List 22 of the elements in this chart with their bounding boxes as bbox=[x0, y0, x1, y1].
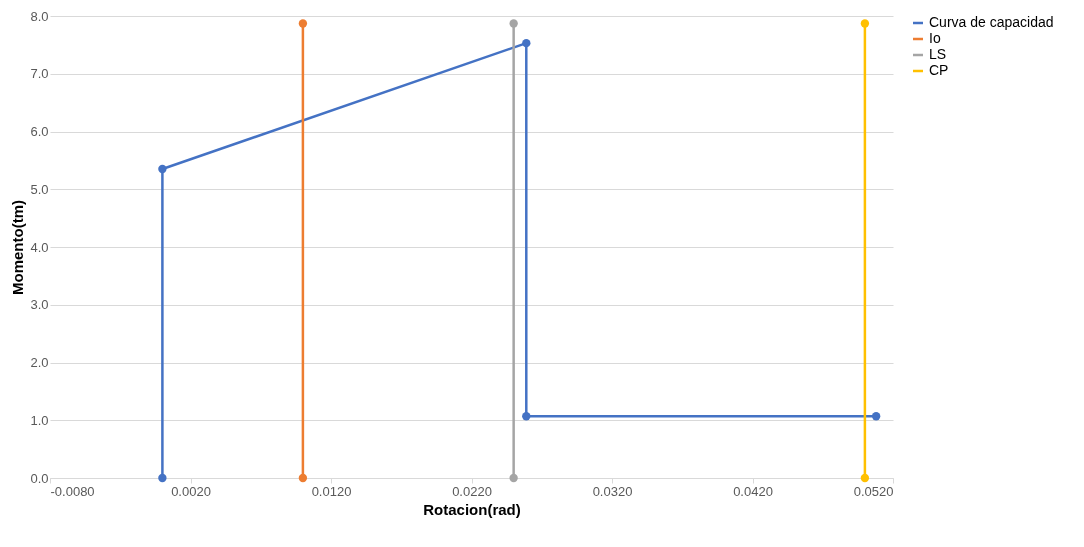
x-tick-label: 0.0520 bbox=[853, 483, 894, 499]
x-tick-label: 0.0220 bbox=[452, 483, 492, 499]
x-tick-label: 0.0320 bbox=[592, 483, 633, 499]
y-tick-label: 8.0 bbox=[30, 8, 49, 24]
y-tick-label: 7.0 bbox=[30, 66, 49, 82]
legend-label: LS bbox=[929, 46, 947, 62]
x-tick-label: 0.0420 bbox=[733, 483, 773, 499]
y-tick-label: 6.0 bbox=[30, 124, 49, 139]
legend-label: Curva de capacidad bbox=[929, 14, 1054, 30]
y-tick-label: 3.0 bbox=[30, 297, 49, 313]
y-tick-label: 4.0 bbox=[30, 239, 49, 255]
x-tick-label: 0.0020 bbox=[171, 483, 211, 499]
y-axis-title: Momento(tm) bbox=[9, 200, 27, 295]
x-tick-label: -0.0080 bbox=[50, 483, 95, 499]
y-tick-label: 1.0 bbox=[30, 412, 49, 428]
legend-label: CP bbox=[929, 62, 949, 78]
y-tick-label: 0.0 bbox=[30, 470, 49, 486]
y-tick-label: 5.0 bbox=[30, 181, 49, 197]
x-tick-label: 0.0120 bbox=[311, 483, 352, 499]
x-axis-title: Rotacion(rad) bbox=[423, 500, 521, 518]
legend-label: Io bbox=[929, 30, 941, 46]
y-tick-label: 2.0 bbox=[30, 355, 49, 370]
